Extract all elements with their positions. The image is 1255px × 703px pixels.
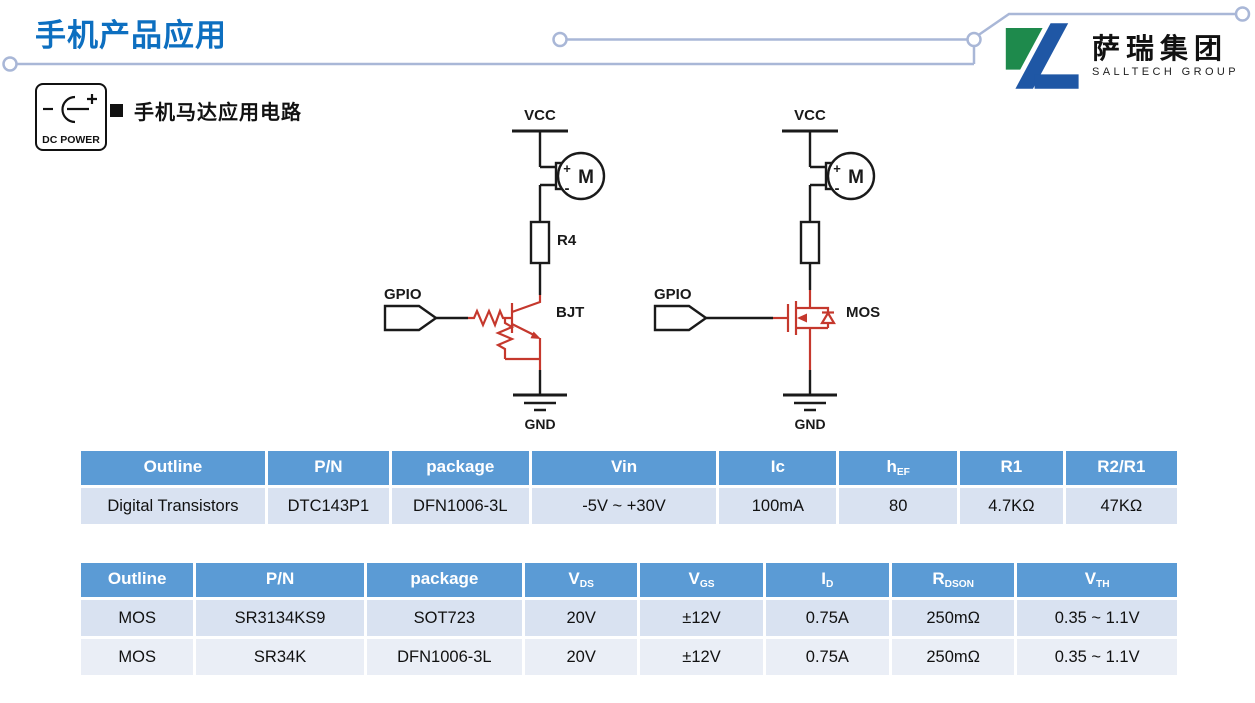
header-cell: VDS <box>521 560 641 600</box>
table-cell: 0.35 ~ 1.1V <box>1014 636 1180 678</box>
table-cell: 100mA <box>716 485 840 527</box>
table-cell: 250mΩ <box>889 636 1018 678</box>
bjt-ground-symbol <box>513 370 567 412</box>
table-cell: -5V ~ +30V <box>528 485 720 527</box>
motor-label: M <box>578 167 594 188</box>
header-cell: ID <box>762 560 893 600</box>
dc-power-badge: DC POWER <box>35 83 107 151</box>
table-row: MOS SR3134KS9 SOT723 20V ±12V 0.75A 250m… <box>77 597 1180 639</box>
header-cell: P/N <box>193 560 367 600</box>
gpio-connector <box>653 304 709 332</box>
header-cell: Outline <box>78 448 268 488</box>
table-cell: 80 <box>836 485 961 527</box>
company-logo: 萨瑞集团 SALLTECH GROUP <box>1000 20 1239 92</box>
logo-name-cn: 萨瑞集团 <box>1091 33 1228 65</box>
motor-minus: - <box>835 180 840 197</box>
table-cell: ±12V <box>637 636 766 678</box>
table-cell: SOT723 <box>363 597 525 639</box>
header-cell: Outline <box>77 560 197 600</box>
table-cell: 250mΩ <box>889 597 1018 639</box>
table-cell: 0.35 ~ 1.1V <box>1014 597 1180 639</box>
dc-plug-icon <box>43 94 97 124</box>
mos-gpio-label: GPIO <box>654 286 692 303</box>
section-title: 手机马达应用电路 <box>134 102 302 124</box>
table-cell: SR34K <box>193 636 367 678</box>
header-cell: package <box>363 560 525 600</box>
header-cell: hEF <box>836 448 961 488</box>
table-cell: ±12V <box>637 597 766 639</box>
r4-label: R4 <box>557 232 577 249</box>
bjt-gnd-label: GND <box>524 416 555 432</box>
gpio-connector <box>383 304 439 332</box>
motor-symbol <box>826 151 876 201</box>
header-cell: VTH <box>1014 560 1180 600</box>
circuit-trace-decoration <box>2 6 1251 72</box>
motor-plus: + <box>563 161 571 176</box>
motor-symbol <box>556 151 606 201</box>
bullet-icon <box>110 104 123 117</box>
bjt-transistor-symbol <box>468 295 542 370</box>
header-cell: Ic <box>716 448 840 488</box>
motor-label: M <box>848 167 864 188</box>
mos-ground-symbol <box>783 370 837 412</box>
header-cell: R2/R1 <box>1062 448 1181 488</box>
mosfet-symbol <box>773 290 836 370</box>
mos-vcc-label: VCC <box>794 107 826 124</box>
header-row: Outline P/N package Vin Ic hEF R1 R2/R1 <box>78 448 1181 488</box>
bjt-circuit: VCC + - M R4 GPIO <box>383 107 606 432</box>
table-row: MOS SR34K DFN1006-3L 20V ±12V 0.75A 250m… <box>77 636 1180 678</box>
table-cell: DFN1006-3L <box>363 636 525 678</box>
table-cell: 4.7KΩ <box>957 485 1066 527</box>
mos-label: MOS <box>846 304 880 321</box>
mos-circuit: VCC + - M GPIO <box>653 107 880 432</box>
header-cell: R1 <box>957 448 1066 488</box>
logo-text: 萨瑞集团 SALLTECH GROUP <box>1091 33 1239 78</box>
table-cell: DTC143P1 <box>264 485 393 527</box>
header-cell: RDSON <box>889 560 1018 600</box>
dc-power-label: DC POWER <box>42 134 100 146</box>
circuit-diagram: VCC + - M R4 GPIO <box>383 107 880 432</box>
bjt-gpio-label: GPIO <box>384 286 422 303</box>
table-cell: MOS <box>77 636 197 678</box>
resistor-r4-symbol <box>529 220 551 265</box>
bjt-vcc-label: VCC <box>524 107 556 124</box>
section-heading: 手机马达应用电路 <box>110 96 302 125</box>
transistor-spec-table: Outline P/N package Vin Ic hEF R1 R2/R1 … <box>78 448 1181 527</box>
table-row: Digital Transistors DTC143P1 DFN1006-3L … <box>78 485 1181 527</box>
motor-minus: - <box>565 180 570 197</box>
logo-name-en: SALLTECH GROUP <box>1091 65 1239 78</box>
header-cell: P/N <box>264 448 393 488</box>
resistor-symbol <box>799 220 821 265</box>
header-row: Outline P/N package VDS VGS ID RDSON VTH <box>77 560 1180 600</box>
logo-mark-icon <box>1005 23 1079 89</box>
table-cell: DFN1006-3L <box>389 485 532 527</box>
page-title: 手机产品应用 <box>35 18 227 53</box>
mos-gnd-label: GND <box>794 416 825 432</box>
table-cell: 0.75A <box>762 636 893 678</box>
header-cell: package <box>389 448 532 488</box>
mosfet-spec-table: Outline P/N package VDS VGS ID RDSON VTH… <box>77 560 1180 678</box>
motor-plus: + <box>833 161 841 176</box>
header-cell: Vin <box>528 448 720 488</box>
table-cell: 0.75A <box>762 597 893 639</box>
table-cell: MOS <box>77 597 197 639</box>
header-cell: VGS <box>637 560 766 600</box>
table-cell: Digital Transistors <box>78 485 268 527</box>
table-cell: SR3134KS9 <box>193 597 367 639</box>
table-cell: 20V <box>521 597 641 639</box>
table-cell: 47KΩ <box>1062 485 1181 527</box>
bjt-label: BJT <box>556 304 584 321</box>
table-cell: 20V <box>521 636 641 678</box>
